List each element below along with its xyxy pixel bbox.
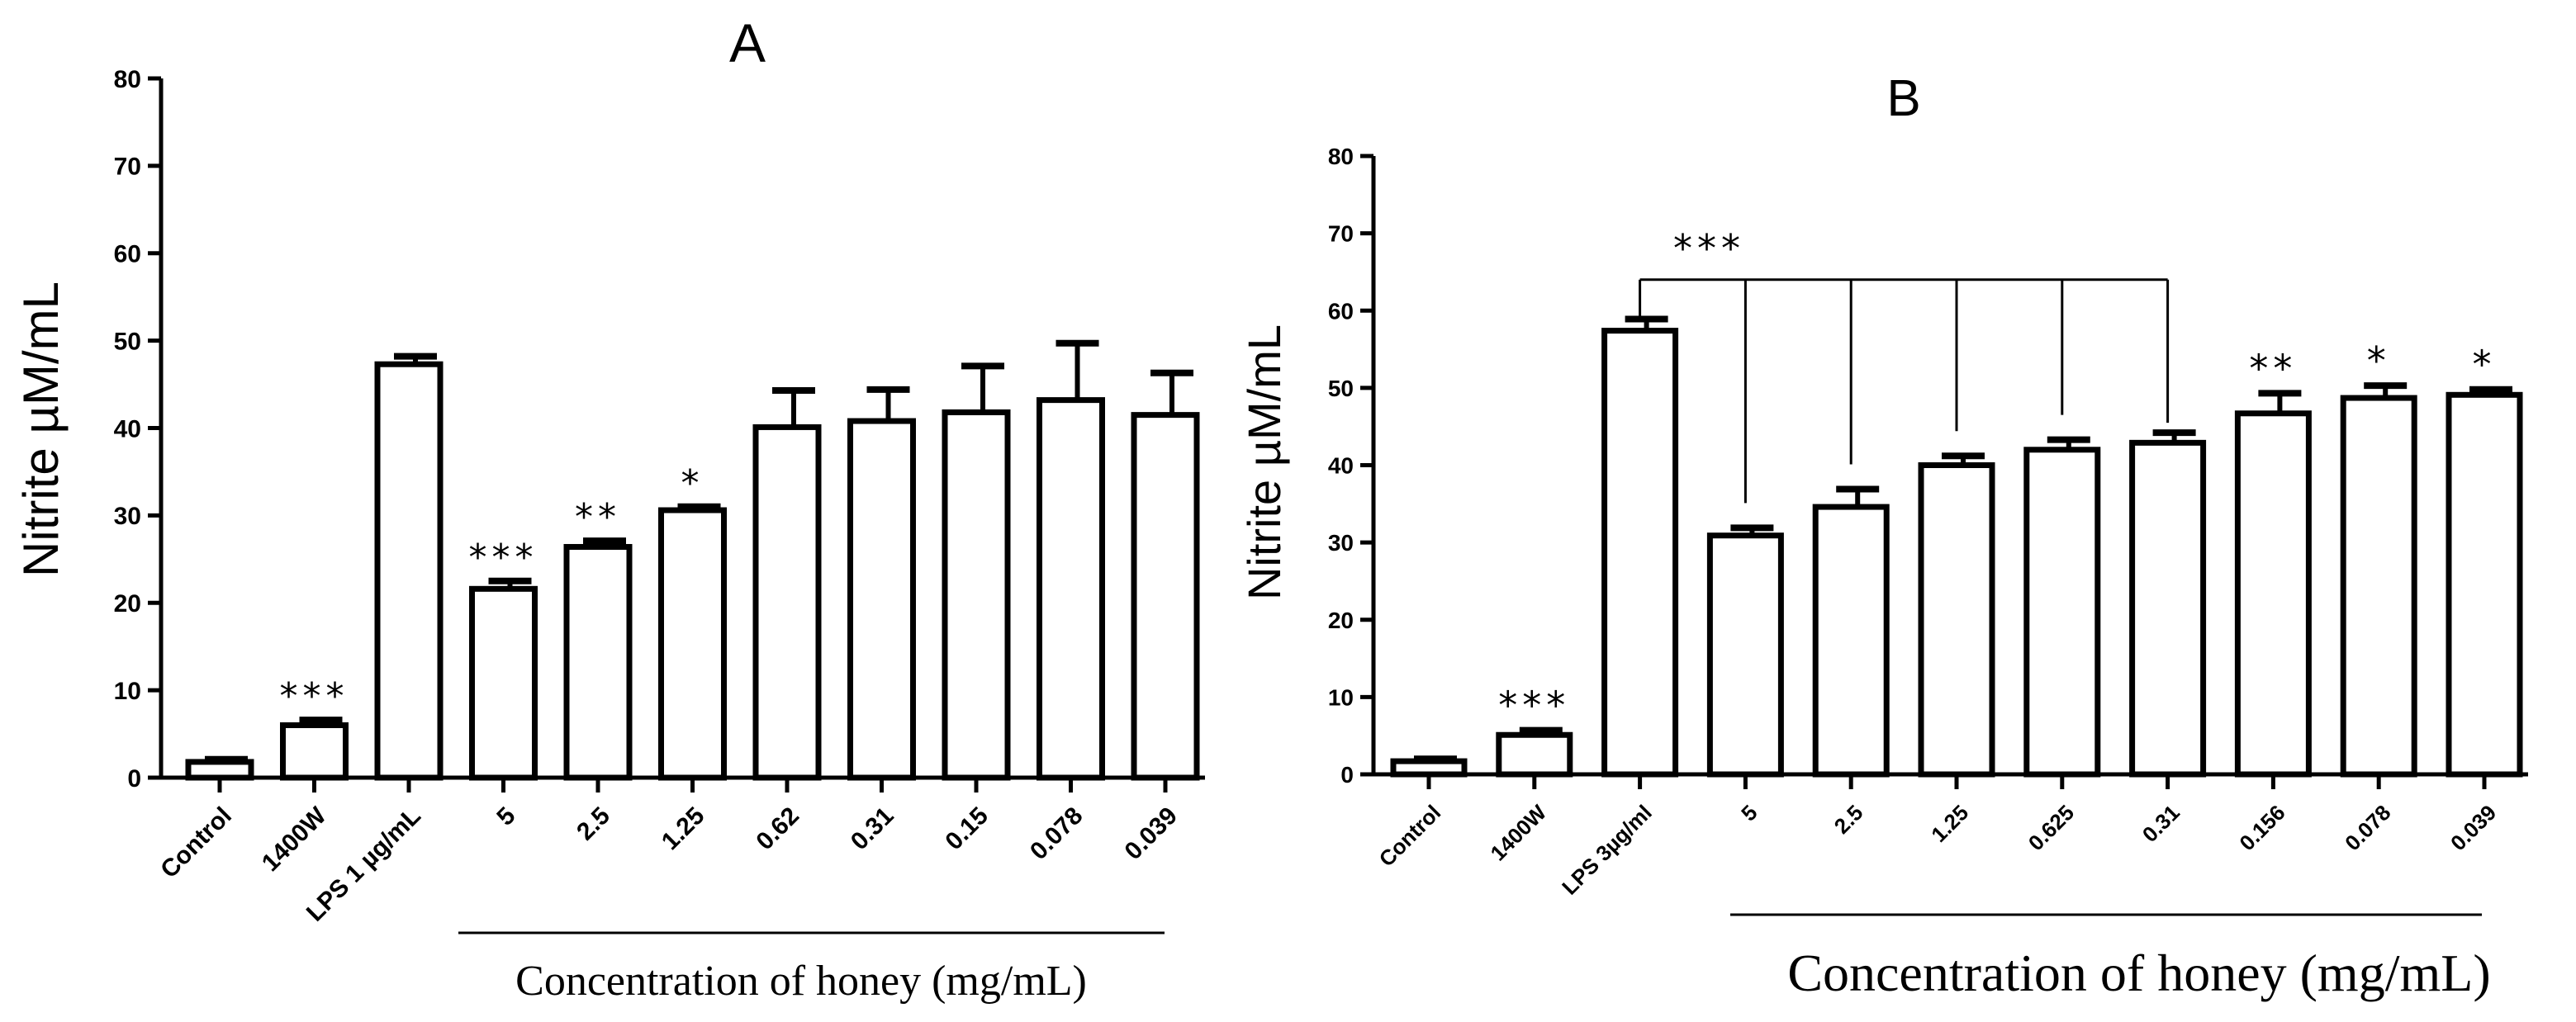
category-label: 1.25 <box>1926 800 1973 847</box>
bar <box>563 543 633 781</box>
category-label: Control <box>1374 800 1446 872</box>
y-tick-label: 80 <box>114 66 141 93</box>
significance-mark: *** <box>1498 684 1570 728</box>
y-tick-label: 10 <box>114 678 141 705</box>
category-label: 2.5 <box>572 802 615 846</box>
category-label: 1400W <box>1486 800 1552 866</box>
bar <box>1131 412 1200 781</box>
bar <box>1390 758 1468 778</box>
category-label: LPS 3µg/ml <box>1557 800 1657 900</box>
category-label: 2.5 <box>1829 800 1868 839</box>
y-tick-label: 20 <box>1328 608 1354 633</box>
significance-mark: *** <box>469 537 538 579</box>
y-tick-label: 0 <box>127 765 141 793</box>
bar <box>2234 410 2312 778</box>
panel-title: A <box>729 12 766 73</box>
y-axis-label: Nitrite µM/mL <box>1238 324 1290 600</box>
category-label: 5 <box>491 802 520 831</box>
category-label: 1400W <box>257 802 332 877</box>
y-tick-label: 70 <box>114 154 141 181</box>
bar <box>2129 439 2207 778</box>
category-label: Control <box>155 802 237 884</box>
category-label: 0.078 <box>1025 802 1088 865</box>
bar <box>185 759 254 781</box>
significance-mark: * <box>2473 343 2497 387</box>
y-tick-label: 30 <box>1328 530 1354 556</box>
y-tick-label: 60 <box>114 241 141 268</box>
y-tick-label: 50 <box>114 328 141 355</box>
category-label: 0.31 <box>2137 800 2185 847</box>
panel-a-chart: A 0 10 20 30 40 50 60 70 80 Nitrite µM/mL Control 14… <box>13 12 1205 1005</box>
bar <box>2023 447 2101 778</box>
category-label: 0.15 <box>940 802 994 856</box>
category-label: 5 <box>1736 800 1762 826</box>
significance-mark: *** <box>280 675 349 717</box>
y-tick-label: 60 <box>1328 298 1354 324</box>
y-tick-label: 10 <box>1328 684 1354 710</box>
bar <box>847 418 916 781</box>
y-tick-label: 80 <box>1328 144 1354 169</box>
y-tick-label: 40 <box>1328 453 1354 479</box>
bar <box>1601 328 1679 778</box>
x-axis-label: Concentration of honey (mg/mL) <box>515 958 1087 1005</box>
significance-mark: ** <box>2249 346 2297 390</box>
bar <box>280 722 349 781</box>
significance-mark: * <box>2367 338 2391 383</box>
y-axis-label: Nitrite µM/mL <box>13 282 69 577</box>
x-axis-label: Concentration of honey (mg/mL) <box>1787 944 2490 1002</box>
y-tick-label: 20 <box>114 590 141 617</box>
y-tick-label: 30 <box>114 503 141 530</box>
category-label: 1.25 <box>657 802 710 856</box>
category-label: 0.31 <box>846 802 899 856</box>
category-label: 0.625 <box>2023 800 2079 855</box>
bar <box>1037 397 1105 781</box>
bar <box>752 423 822 781</box>
bar <box>1496 731 1573 778</box>
bar <box>469 585 538 781</box>
category-label: 0.078 <box>2340 800 2395 855</box>
significance-mark: * <box>681 462 704 504</box>
panel-title: B <box>1886 70 1920 127</box>
category-label: 0.62 <box>751 802 804 856</box>
y-tick-label: 50 <box>1328 376 1354 401</box>
category-label: 0.156 <box>2234 800 2289 855</box>
panel-b-chart: B 0 10 20 30 40 50 60 70 80 Nitrite µM/mL Control 14… <box>1238 70 2528 1002</box>
category-label: 0.039 <box>1120 802 1183 865</box>
bar <box>2340 395 2417 778</box>
y-tick-label: 40 <box>114 415 141 442</box>
bar <box>2446 391 2523 778</box>
y-tick-label: 0 <box>1340 762 1354 788</box>
bar <box>374 361 444 781</box>
bar <box>1918 462 1995 778</box>
y-tick-label: 70 <box>1328 221 1354 247</box>
bar <box>1706 532 1784 778</box>
bar <box>1812 504 1890 778</box>
bracket-significance-mark: *** <box>1673 226 1745 271</box>
category-label: 0.039 <box>2446 800 2501 855</box>
bar <box>658 507 727 781</box>
bar <box>942 409 1011 781</box>
significance-mark: ** <box>575 496 621 538</box>
